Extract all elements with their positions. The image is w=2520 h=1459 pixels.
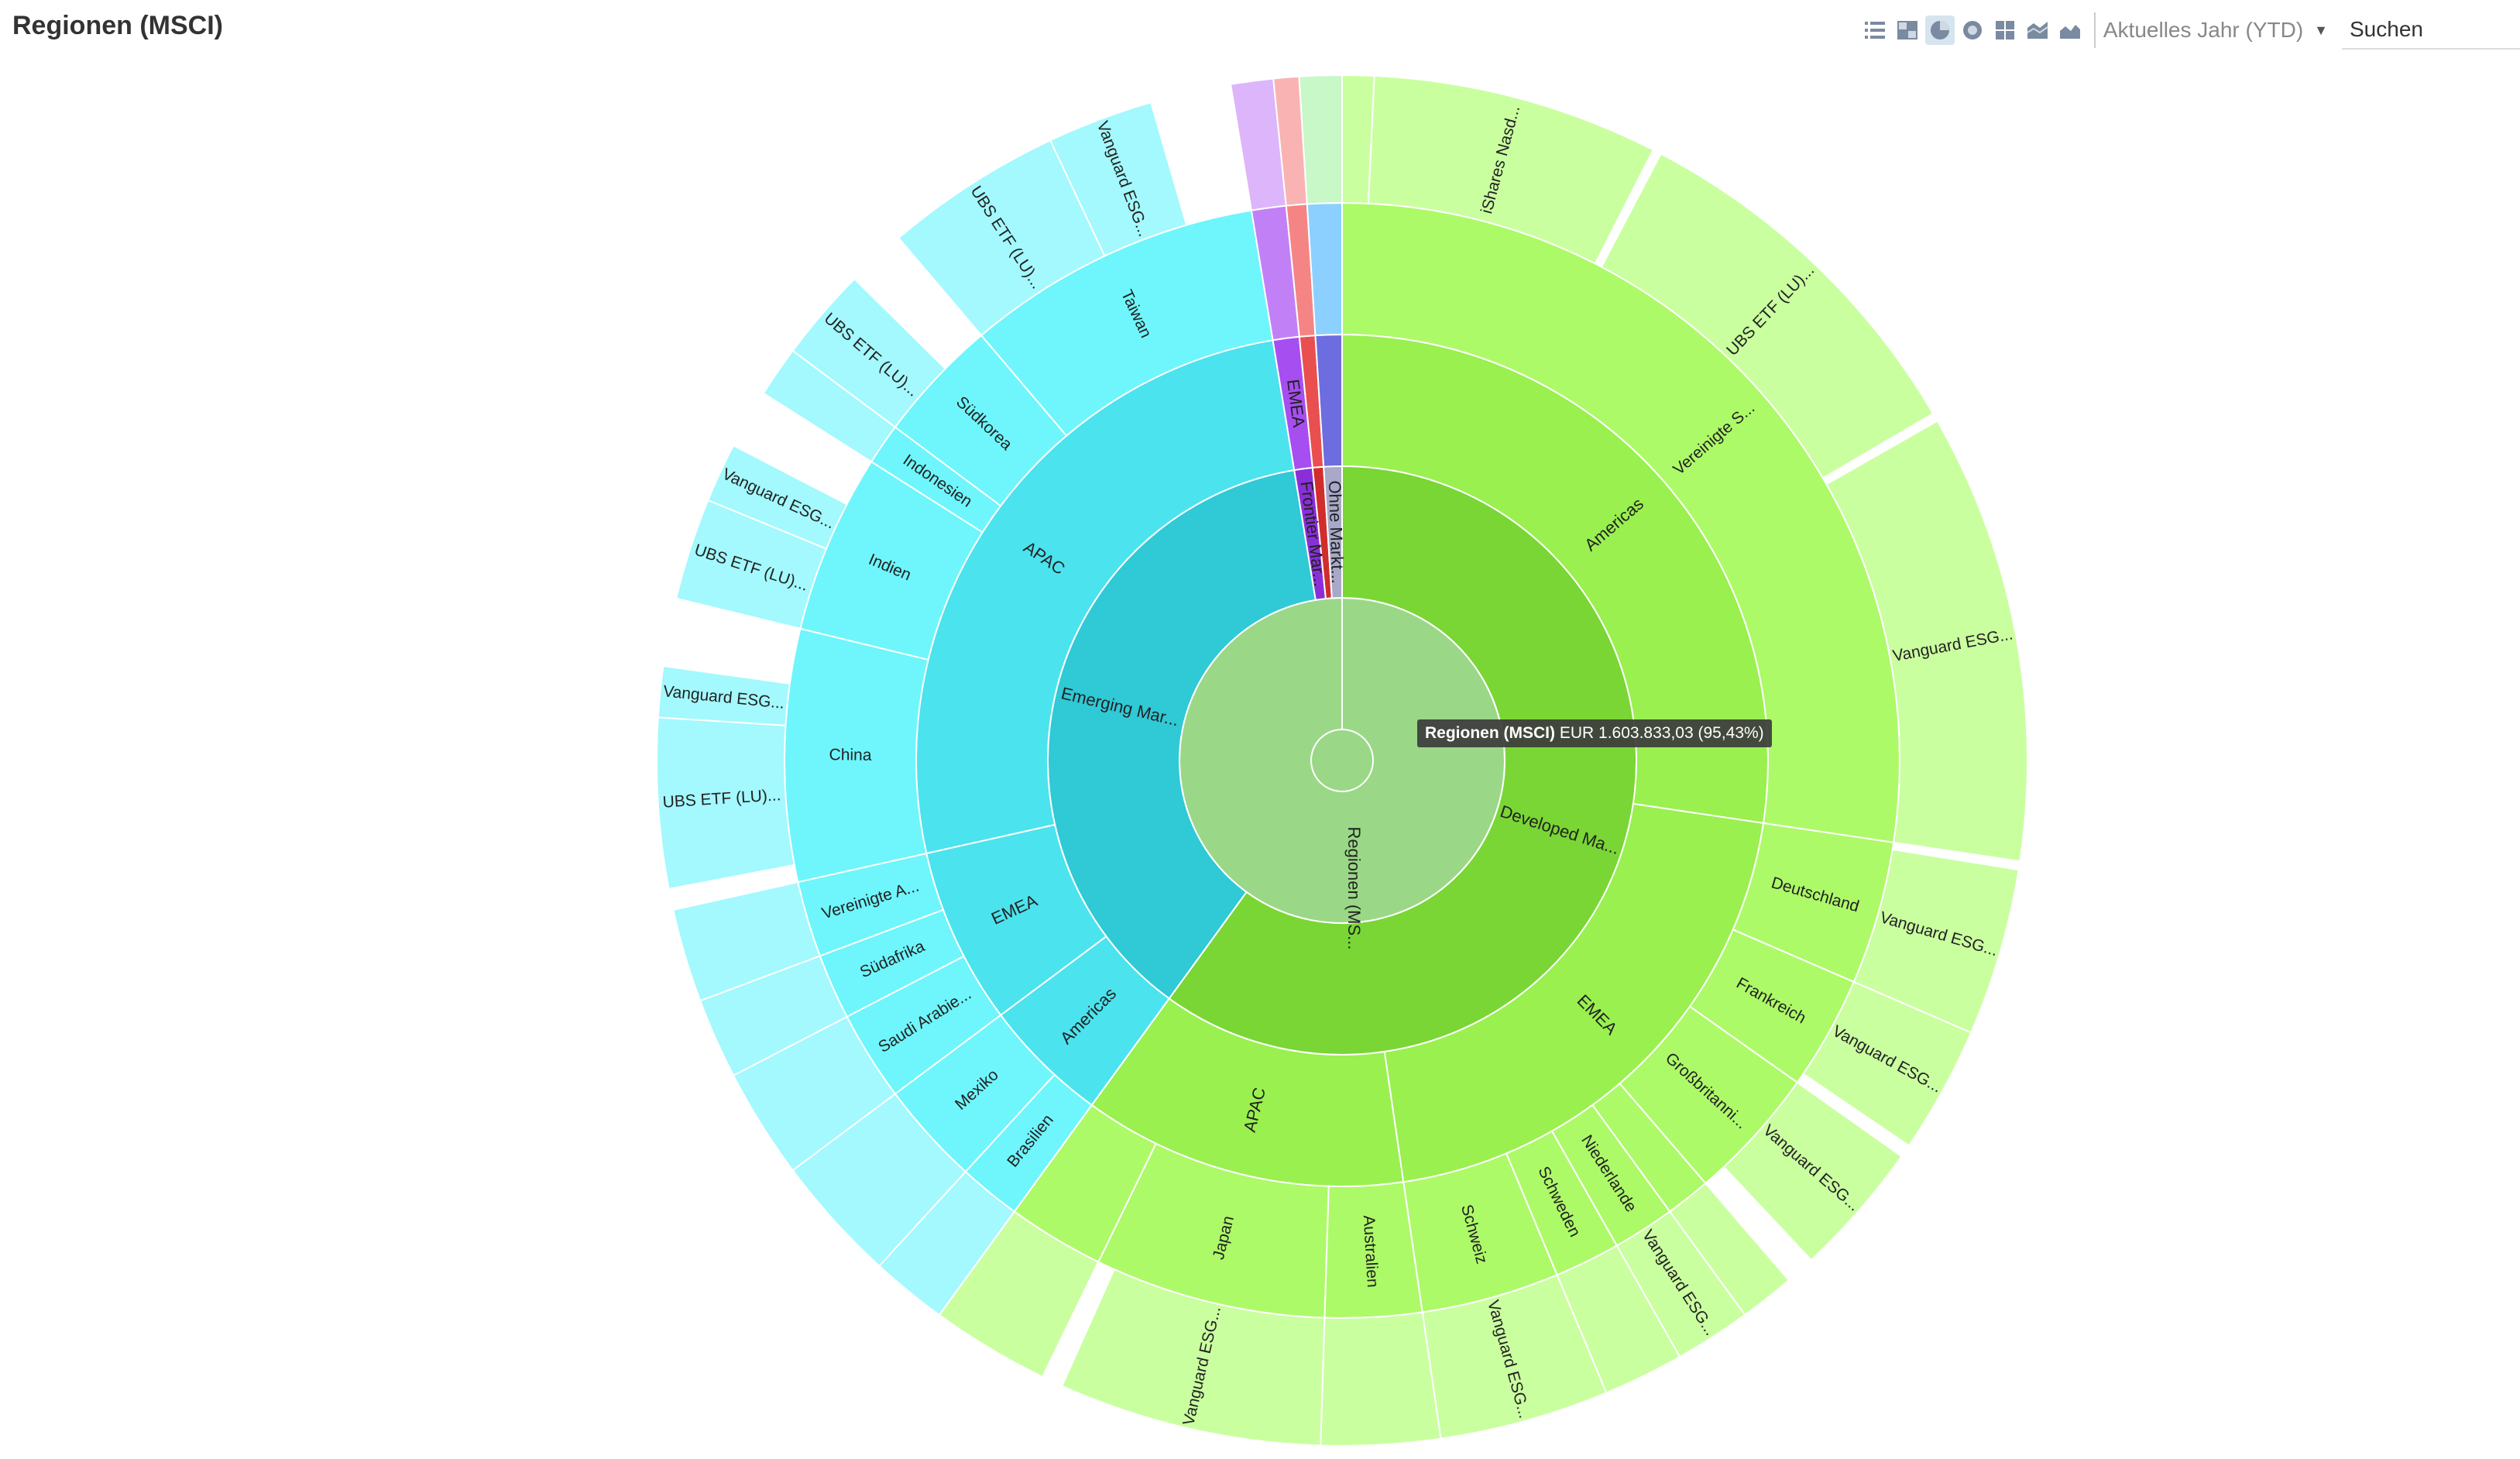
sunburst-segment-vanguard-esg[interactable] xyxy=(1722,1081,1903,1262)
sunburst-segment-vanguard-esg[interactable] xyxy=(657,664,791,726)
chart-tooltip: Regionen (MSCI) EUR 1.603.833,03 (95,43%… xyxy=(1417,719,1772,747)
sunburst-segment-vanguard-esg[interactable] xyxy=(1049,101,1188,257)
page-title: Regionen (MSCI) xyxy=(12,11,223,40)
list-icon[interactable] xyxy=(1860,15,1890,45)
sunburst-segment-ubs-etf-lu[interactable] xyxy=(791,277,947,428)
area-chart-icon[interactable] xyxy=(2055,15,2085,45)
treemap-icon[interactable] xyxy=(1893,15,1922,45)
sunburst-segment-segment[interactable] xyxy=(1320,1311,1442,1447)
toolbar: Aktuelles Jahr (YTD) ▼ xyxy=(1860,9,2520,51)
pie-chart-icon[interactable] xyxy=(1924,15,1955,45)
stacked-area-icon[interactable] xyxy=(2023,15,2052,45)
segment-label-ohne-markt: Ohne Markt... xyxy=(1325,480,1348,584)
sunburst-segment-vanguard-esg[interactable] xyxy=(1061,1268,1326,1447)
period-select[interactable]: Aktuelles Jahr (YTD) ▼ xyxy=(2103,18,2328,43)
sunburst-segment-vanguard-esg[interactable] xyxy=(1825,420,2028,863)
tooltip-value: EUR 1.603.833,03 (95,43%) xyxy=(1559,724,1764,742)
sunburst-segment-segment[interactable] xyxy=(1298,74,1343,205)
segment-label-australien: Australien xyxy=(1360,1215,1382,1289)
sunburst-center[interactable] xyxy=(1310,729,1374,792)
sunburst-segment-ubs-etf-lu[interactable] xyxy=(1600,153,1935,479)
root-label: Regionen (MS... xyxy=(1344,827,1364,950)
search-input[interactable] xyxy=(2342,11,2520,50)
grid-icon[interactable] xyxy=(1990,15,2020,45)
chevron-down-icon: ▼ xyxy=(2314,22,2328,38)
sunburst-segment-ishares-nasd[interactable] xyxy=(1367,74,1655,265)
sunburst-segment-vanguard-esg[interactable] xyxy=(1802,980,1972,1147)
sunburst-segment-vanguard-esg[interactable] xyxy=(707,444,848,550)
segment-label-china: China xyxy=(829,746,871,764)
sunburst-icon[interactable] xyxy=(1958,15,1987,45)
period-label: Aktuelles Jahr (YTD) xyxy=(2103,18,2304,42)
toolbar-divider xyxy=(2093,12,2096,48)
tooltip-name: Regionen (MSCI) xyxy=(1425,724,1555,742)
